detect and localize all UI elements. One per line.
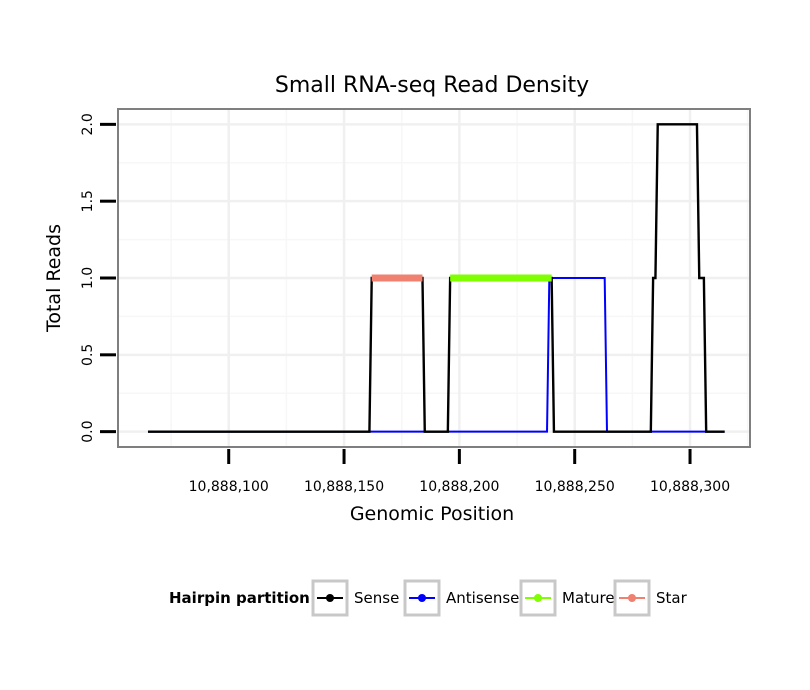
legend-label: Antisense [446,589,519,607]
x-tick-label: 10,888,200 [419,479,499,495]
y-tick-label: 0.0 [80,421,96,443]
legend-item-star: Star [613,579,688,617]
x-tick-label: 10,888,150 [304,479,384,495]
plot-area [117,108,751,448]
y-tick-label: 2.0 [80,113,96,135]
y-tick-label: 0.5 [80,344,96,366]
x-axis: 10,888,100 10,888,150 10,888,200 10,888,250… [189,449,730,495]
legend-label: Sense [354,589,399,607]
legend-key-point [534,594,542,602]
x-tick-label: 10,888,250 [535,479,615,495]
legend-items: Sense Antisense Mature Star [311,579,688,617]
x-tick-label: 10,888,100 [189,479,269,495]
y-tick-label: 1.5 [80,190,96,212]
legend-key-point [418,594,426,602]
legend-title: Hairpin partition [169,589,310,607]
x-tick-label: 10,888,300 [650,479,730,495]
y-axis-title: Total Reads [43,224,65,333]
y-axis: 0.0 0.5 1.0 1.5 2.0 [80,113,116,443]
legend-label: Star [656,589,688,607]
y-tick-label: 1.0 [80,267,96,289]
x-axis-title: Genomic Position [350,503,514,525]
legend-item-mature: Mature [519,579,615,617]
legend-item-sense: Sense [311,579,399,617]
legend-key-point [326,594,334,602]
legend-key-point [628,594,636,602]
legend: Hairpin partition Sense Antisense Mature St… [169,579,688,617]
chart-title: Small RNA-seq Read Density [275,73,589,98]
legend-item-antisense: Antisense [403,579,519,617]
legend-label: Mature [562,589,615,607]
series-layer [147,123,725,433]
grid-minor [119,110,749,446]
